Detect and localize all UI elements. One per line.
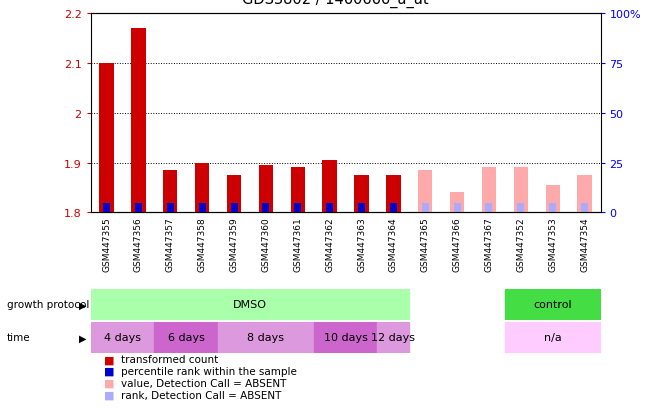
Bar bbox=[313, 322, 377, 353]
Text: GSM447364: GSM447364 bbox=[389, 217, 398, 271]
Bar bbox=[91, 289, 409, 320]
Text: GSM447366: GSM447366 bbox=[453, 217, 462, 271]
Bar bbox=[262, 204, 269, 213]
Bar bbox=[377, 322, 409, 353]
Bar bbox=[295, 204, 301, 213]
Text: GSM447367: GSM447367 bbox=[484, 217, 493, 271]
Bar bbox=[390, 204, 397, 213]
Text: GSM447356: GSM447356 bbox=[134, 217, 143, 271]
Text: GDS3802 / 1460666_a_at: GDS3802 / 1460666_a_at bbox=[242, 0, 429, 8]
Text: value, Detection Call = ABSENT: value, Detection Call = ABSENT bbox=[121, 378, 286, 388]
Bar bbox=[163, 171, 177, 213]
Bar bbox=[195, 163, 209, 213]
Bar bbox=[132, 29, 146, 213]
Text: 4 days: 4 days bbox=[104, 332, 141, 343]
Bar bbox=[199, 204, 205, 213]
Bar bbox=[450, 193, 464, 213]
Bar bbox=[454, 204, 460, 213]
Bar bbox=[259, 166, 273, 213]
Bar bbox=[91, 322, 154, 353]
Text: percentile rank within the sample: percentile rank within the sample bbox=[121, 366, 297, 376]
Text: 10 days: 10 days bbox=[323, 332, 368, 343]
Bar bbox=[231, 204, 238, 213]
Text: growth protocol: growth protocol bbox=[7, 299, 89, 310]
Bar bbox=[578, 176, 592, 213]
Text: DMSO: DMSO bbox=[233, 299, 267, 310]
Bar bbox=[103, 204, 110, 213]
Bar bbox=[422, 204, 429, 213]
Bar bbox=[505, 289, 601, 320]
Text: 8 days: 8 days bbox=[248, 332, 285, 343]
Text: GSM447363: GSM447363 bbox=[357, 217, 366, 271]
Text: GSM447357: GSM447357 bbox=[166, 217, 174, 271]
Bar bbox=[227, 176, 241, 213]
Bar bbox=[135, 204, 142, 213]
Text: GSM447352: GSM447352 bbox=[517, 217, 525, 271]
Text: 6 days: 6 days bbox=[168, 332, 205, 343]
Text: GSM447358: GSM447358 bbox=[198, 217, 207, 271]
Text: ■: ■ bbox=[104, 354, 115, 364]
Text: GSM447359: GSM447359 bbox=[229, 217, 238, 271]
Text: GSM447361: GSM447361 bbox=[293, 217, 302, 271]
Text: GSM447353: GSM447353 bbox=[548, 217, 557, 271]
Bar bbox=[218, 322, 313, 353]
Bar bbox=[167, 204, 174, 213]
Text: ▶: ▶ bbox=[79, 332, 87, 343]
Text: GSM447360: GSM447360 bbox=[262, 217, 270, 271]
Bar bbox=[291, 168, 305, 213]
Text: GSM447354: GSM447354 bbox=[580, 217, 589, 271]
Bar bbox=[517, 204, 524, 213]
Text: ■: ■ bbox=[104, 378, 115, 388]
Text: ■: ■ bbox=[104, 390, 115, 400]
Bar bbox=[546, 185, 560, 213]
Text: GSM447355: GSM447355 bbox=[102, 217, 111, 271]
Bar bbox=[354, 176, 368, 213]
Text: ▶: ▶ bbox=[79, 299, 87, 310]
Text: time: time bbox=[7, 332, 30, 343]
Bar bbox=[514, 168, 528, 213]
Bar bbox=[358, 204, 365, 213]
Bar bbox=[581, 204, 588, 213]
Bar bbox=[482, 168, 496, 213]
Bar bbox=[486, 204, 493, 213]
Text: 12 days: 12 days bbox=[371, 332, 415, 343]
Bar bbox=[326, 204, 333, 213]
Text: control: control bbox=[533, 299, 572, 310]
Text: GSM447362: GSM447362 bbox=[325, 217, 334, 271]
Text: transformed count: transformed count bbox=[121, 354, 218, 364]
Bar bbox=[323, 161, 337, 213]
Text: ■: ■ bbox=[104, 366, 115, 376]
Bar bbox=[505, 322, 601, 353]
Bar bbox=[99, 64, 113, 213]
Bar bbox=[154, 322, 218, 353]
Text: n/a: n/a bbox=[544, 332, 562, 343]
Bar bbox=[386, 176, 401, 213]
Text: GSM447365: GSM447365 bbox=[421, 217, 429, 271]
Bar bbox=[418, 171, 432, 213]
Text: rank, Detection Call = ABSENT: rank, Detection Call = ABSENT bbox=[121, 390, 281, 400]
Bar bbox=[550, 204, 556, 213]
